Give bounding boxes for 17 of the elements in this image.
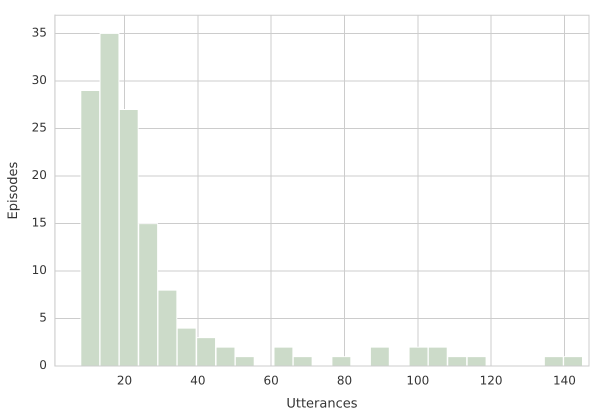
y-tick-label: 35 — [32, 25, 47, 40]
x-tick-label: 40 — [190, 373, 206, 388]
x-tick-label: 20 — [116, 373, 132, 388]
y-tick-label: 10 — [32, 263, 47, 278]
y-tick-label: 30 — [32, 72, 47, 87]
x-axis-title: Utterances — [286, 396, 358, 412]
x-tick-label: 120 — [480, 373, 503, 388]
y-tick-label: 5 — [39, 310, 47, 325]
y-tick-label: 25 — [32, 120, 47, 134]
x-tick-label: 100 — [406, 373, 430, 388]
y-tick-label: 20 — [32, 168, 47, 182]
x-tick-label: 140 — [552, 373, 576, 388]
y-axis-title: Episodes — [6, 161, 22, 220]
x-tick-label: 80 — [336, 373, 352, 388]
y-tick-label: 0 — [39, 358, 47, 372]
y-tick-label: 15 — [32, 216, 47, 230]
x-tick-label: 60 — [264, 373, 279, 388]
